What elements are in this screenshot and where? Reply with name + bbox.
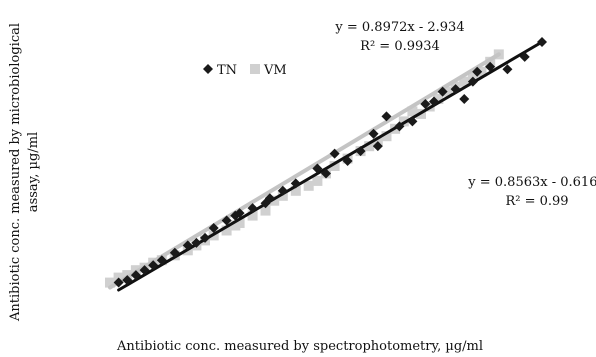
vm-point [234,218,245,228]
x-axis-title: Antibiotic conc. measured by spectrophot… [116,339,483,354]
y-axis-title-line1: Antibiotic conc. measured by microbiolog… [8,23,23,322]
vm-point [221,225,232,236]
tn-point [381,111,392,122]
tn-trendline-equation: y = 0.8563x - 0.6161 [467,175,596,190]
tn-point [355,146,366,157]
y-axis-title-line2: assay, µg/ml [26,132,41,212]
tn-point [139,265,150,276]
vm-point [290,185,301,196]
vm-trendline-r2: R² = 0.9934 [360,39,440,54]
tn-point [342,156,353,167]
tn-point [321,168,331,179]
vm-point [312,175,323,186]
tn-point [368,128,379,139]
legend-label-vm: VM [263,63,287,78]
tn-point [234,208,245,219]
vm-point [105,277,115,288]
tn-trendline [117,40,544,292]
tn-point [372,141,383,152]
tn-point [420,99,431,109]
vm-point [260,205,271,216]
tn-point [437,86,448,97]
tn-point [148,260,159,271]
tn-point [277,185,288,196]
legend-label-tn: TN [217,63,237,78]
tn-point [502,64,513,75]
vm-point [303,180,314,191]
tn-point [472,66,483,77]
plot-area [105,37,547,292]
tn-point [191,237,202,248]
tn-point [113,277,124,288]
tn-point [537,37,547,47]
vm-point [433,94,444,104]
legend-marker-tn [203,64,213,74]
vm-point [372,136,383,147]
tn-point [208,223,219,233]
vm-point [407,106,418,117]
tn-point [519,51,530,62]
tn-point [450,84,461,95]
tn-point [182,240,193,251]
vm-point [459,76,470,87]
tn-point [429,96,439,107]
tn-point [459,94,470,105]
tn-point [394,121,405,132]
vm-point [269,195,280,206]
vm-point [381,131,392,142]
legend-marker-vm [250,64,260,74]
vm-point [329,161,340,171]
vm-point [364,141,375,152]
tn-point [264,193,275,204]
tn-trendline-r2: R² = 0.99 [505,194,568,209]
tn-point [156,255,167,266]
vm-point [247,210,258,221]
tn-point [130,270,141,281]
vm-trendline-equation: y = 0.8972x - 2.934 [334,20,464,35]
tn-point [169,247,180,258]
tn-point [290,178,301,189]
tn-point [221,215,232,226]
legend: TN VM [203,63,287,78]
tn-point [467,76,478,87]
tn-point [485,61,496,72]
tn-point [329,148,340,159]
tn-point [200,232,211,243]
tn-point [407,116,418,127]
tn-point [122,275,133,286]
tn-point [247,203,258,214]
tn-point [312,163,323,174]
